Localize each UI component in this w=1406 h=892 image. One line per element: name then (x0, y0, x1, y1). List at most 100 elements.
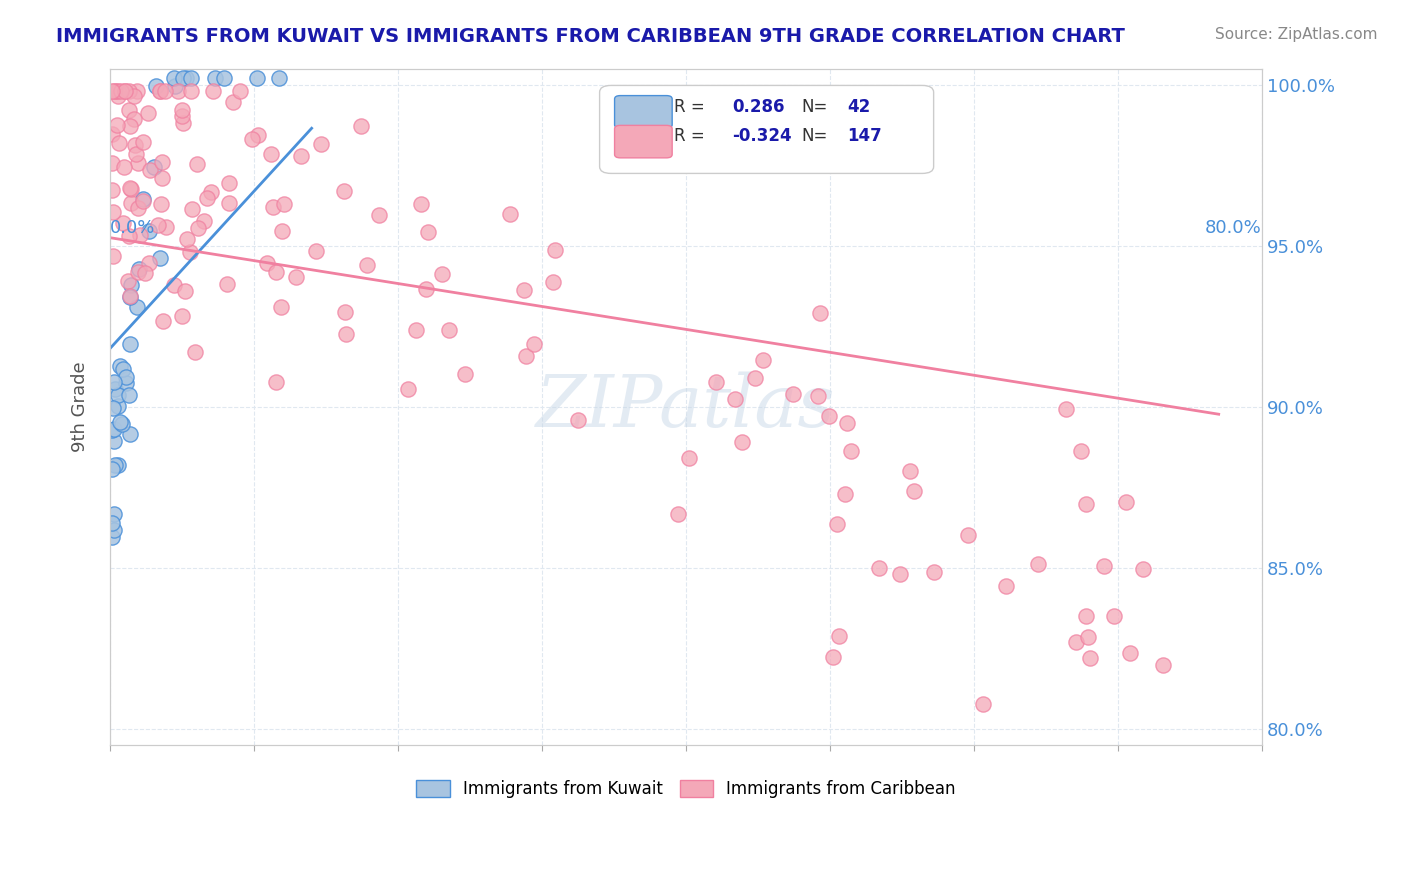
Point (367, 208, 389, 222)
Point (994, 579, 1017, 593)
Point (678, 450, 700, 465)
Text: IMMIGRANTS FROM KUWAIT VS IMMIGRANTS FROM CARIBBEAN 9TH GRADE CORRELATION CHART: IMMIGRANTS FROM KUWAIT VS IMMIGRANTS FRO… (56, 27, 1125, 45)
Point (138, 256, 160, 270)
Point (118, 119, 141, 133)
Point (335, 327, 357, 342)
Point (118, 289, 141, 303)
Point (217, 277, 239, 291)
Point (825, 516, 848, 531)
Point (152, 314, 174, 328)
Point (1119, 646, 1142, 660)
Point (187, 220, 209, 235)
Text: 42: 42 (848, 98, 870, 116)
Point (128, 227, 150, 242)
Point (544, 244, 567, 258)
Point (333, 184, 356, 198)
Point (430, 268, 453, 282)
Point (112, 361, 135, 376)
Point (112, 160, 135, 174)
Point (264, 376, 287, 390)
Point (246, 71, 269, 86)
Point (103, 84, 125, 98)
Text: R =: R = (675, 98, 706, 116)
Point (103, 422, 125, 436)
Point (139, 163, 162, 178)
Point (193, 214, 215, 228)
Point (115, 376, 138, 391)
Point (260, 147, 283, 161)
Point (100, 127, 122, 141)
Point (127, 156, 149, 170)
Point (180, 202, 202, 217)
Text: 147: 147 (848, 128, 882, 145)
Point (100, 516, 122, 531)
FancyBboxPatch shape (614, 95, 672, 128)
Point (111, 216, 134, 230)
Point (752, 352, 775, 367)
Point (118, 427, 141, 442)
Point (415, 282, 437, 296)
Point (127, 84, 149, 98)
Point (101, 205, 124, 219)
Point (100, 530, 122, 544)
Point (730, 434, 752, 449)
Point (117, 228, 139, 243)
Point (808, 306, 831, 320)
Point (120, 290, 142, 304)
Point (240, 131, 263, 145)
Text: 0.286: 0.286 (733, 98, 785, 116)
Point (868, 561, 890, 575)
Point (125, 300, 148, 314)
Point (180, 71, 202, 86)
Point (214, 71, 236, 86)
Point (176, 232, 198, 246)
Point (105, 118, 128, 132)
Point (103, 375, 125, 389)
Point (118, 84, 141, 98)
Point (150, 196, 173, 211)
Point (416, 225, 439, 239)
Point (125, 146, 148, 161)
Point (724, 392, 747, 406)
Point (222, 95, 245, 109)
Point (108, 136, 131, 150)
Point (127, 202, 149, 216)
Point (163, 278, 186, 293)
Point (1132, 562, 1154, 576)
Text: R =: R = (675, 128, 706, 145)
Point (108, 359, 131, 373)
Point (145, 78, 167, 93)
Point (349, 120, 371, 134)
Point (889, 567, 911, 582)
Point (110, 84, 132, 98)
Point (782, 387, 804, 401)
Point (523, 337, 546, 351)
Point (668, 507, 690, 521)
Point (173, 285, 195, 299)
Point (333, 305, 356, 319)
Point (903, 484, 925, 499)
Point (1054, 401, 1077, 416)
Point (290, 149, 312, 163)
Point (821, 650, 844, 665)
Point (972, 697, 994, 711)
Point (114, 84, 136, 98)
Point (107, 458, 129, 472)
Point (172, 71, 194, 86)
Point (132, 135, 155, 149)
Point (266, 265, 288, 279)
Point (122, 89, 145, 103)
Text: N=: N= (801, 128, 828, 145)
Point (101, 183, 124, 197)
Point (118, 103, 141, 117)
Point (1115, 494, 1137, 508)
Point (120, 182, 142, 196)
Text: N=: N= (801, 98, 828, 116)
Point (218, 176, 240, 190)
Point (118, 337, 141, 351)
Point (202, 84, 225, 98)
Point (179, 244, 201, 259)
Point (454, 367, 477, 381)
Point (515, 349, 537, 363)
Text: 0.0%: 0.0% (110, 219, 156, 237)
